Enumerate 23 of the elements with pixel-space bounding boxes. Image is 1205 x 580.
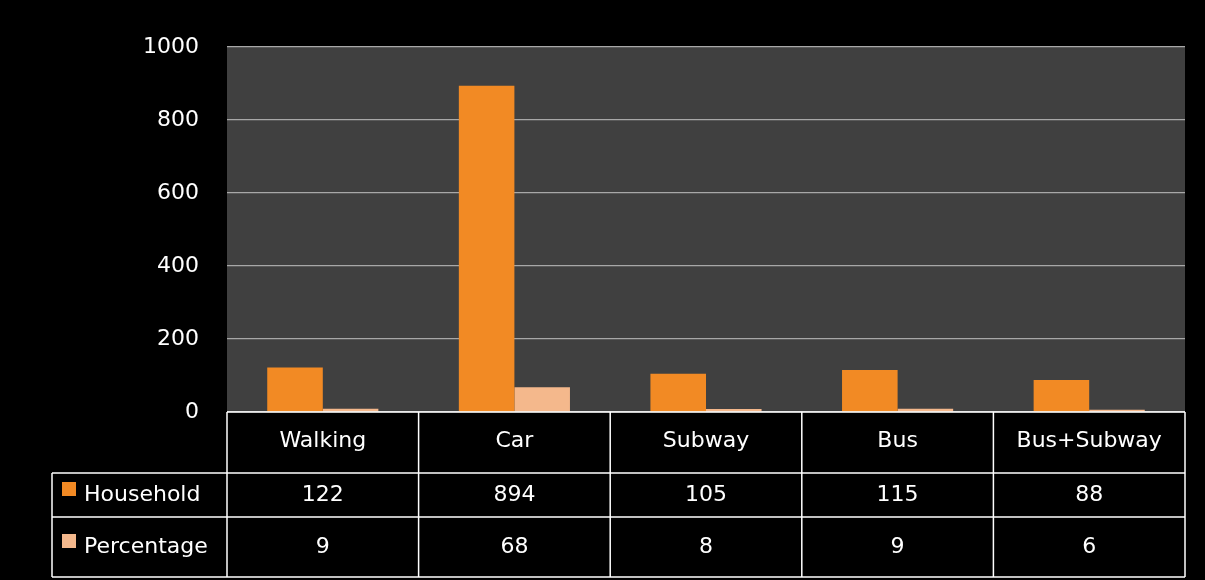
data-label: 6 [1082, 532, 1097, 558]
y-tick-label: 0 [185, 397, 199, 423]
data-label: 9 [890, 532, 905, 558]
x-tick-label: Car [495, 426, 535, 452]
x-tick-label: Subway [662, 426, 750, 452]
data-label: 8 [699, 532, 713, 558]
data-label: 122 [301, 480, 344, 506]
data-label: 105 [685, 480, 727, 506]
x-tick-label: Walking [279, 426, 367, 452]
data-label: 9 [315, 532, 330, 558]
x-tick-label: Bus+Subway [1016, 426, 1162, 452]
data-label: 115 [876, 480, 919, 506]
data-label: 68 [500, 532, 529, 558]
y-tick-label: 200 [157, 324, 199, 350]
data-label: 88 [1075, 480, 1104, 506]
x-tick-label: Bus [877, 426, 918, 452]
y-tick-label: 400 [157, 251, 199, 277]
legend-label: Household [84, 480, 201, 506]
y-tick-label: 800 [157, 105, 199, 131]
legend-label: Percentage [84, 532, 208, 558]
y-tick-label: 600 [157, 178, 199, 204]
data-label: 894 [493, 480, 536, 506]
y-tick-label: 1000 [143, 32, 199, 58]
